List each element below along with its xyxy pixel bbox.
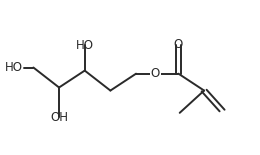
Text: HO: HO — [5, 61, 23, 74]
Text: OH: OH — [50, 111, 68, 124]
Text: HO: HO — [76, 39, 94, 52]
Text: O: O — [174, 38, 183, 51]
Text: O: O — [151, 67, 160, 80]
